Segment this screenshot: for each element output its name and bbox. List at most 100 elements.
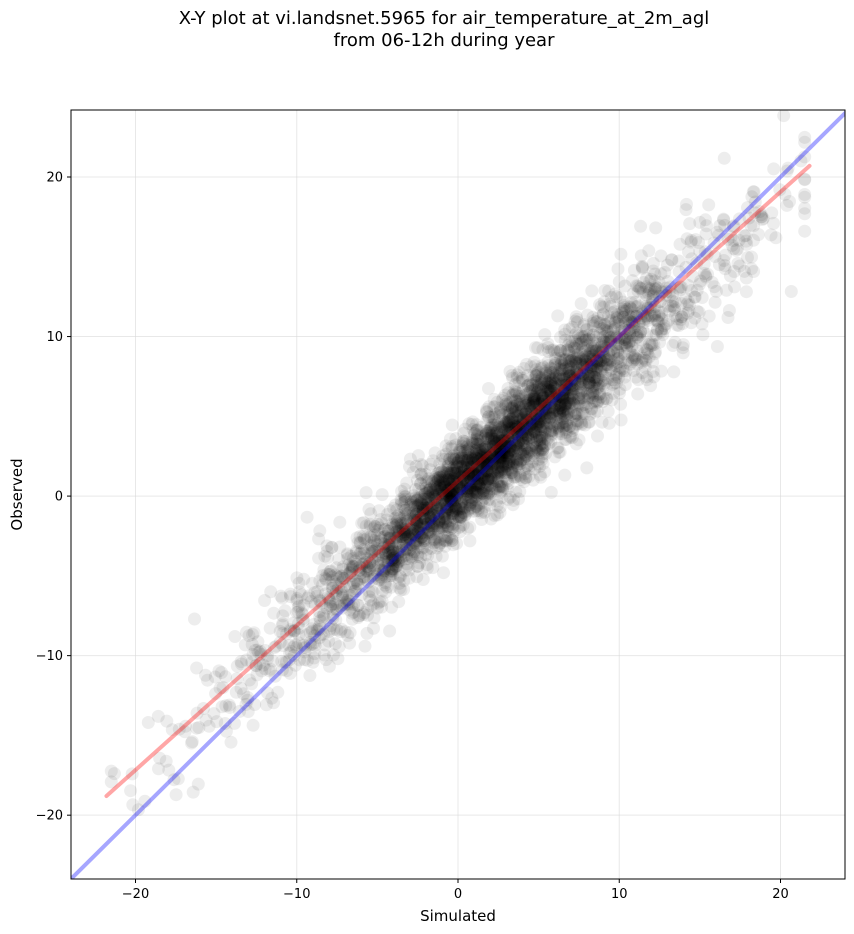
data-point bbox=[438, 497, 452, 511]
data-point bbox=[292, 628, 306, 642]
data-point bbox=[553, 374, 567, 388]
data-point bbox=[564, 382, 578, 396]
data-point bbox=[579, 352, 593, 366]
data-point bbox=[466, 452, 480, 466]
data-point bbox=[519, 414, 533, 428]
data-point bbox=[524, 422, 538, 436]
data-point bbox=[481, 458, 495, 472]
data-point bbox=[419, 548, 433, 562]
data-point bbox=[509, 485, 523, 499]
data-point bbox=[636, 260, 649, 274]
data-point bbox=[442, 460, 456, 474]
data-point bbox=[483, 450, 497, 464]
data-point bbox=[420, 526, 434, 540]
data-point bbox=[502, 430, 516, 444]
x-tick-label: 10 bbox=[611, 887, 628, 902]
data-point bbox=[448, 452, 462, 466]
data-point bbox=[497, 469, 511, 483]
data-point bbox=[322, 659, 336, 673]
data-point bbox=[554, 344, 568, 358]
data-point bbox=[462, 466, 476, 480]
data-point bbox=[501, 420, 515, 434]
data-point bbox=[681, 295, 695, 309]
data-point bbox=[485, 455, 499, 469]
data-point bbox=[510, 419, 523, 433]
data-point bbox=[447, 464, 461, 478]
data-point bbox=[602, 316, 616, 330]
data-point bbox=[700, 247, 714, 261]
data-point bbox=[540, 421, 554, 435]
data-point bbox=[544, 386, 558, 400]
data-point bbox=[494, 446, 508, 460]
data-point bbox=[580, 333, 594, 347]
data-point bbox=[432, 514, 446, 528]
data-point bbox=[693, 277, 707, 291]
data-point bbox=[359, 486, 373, 500]
data-point bbox=[169, 788, 183, 802]
data-point bbox=[392, 576, 406, 590]
data-point bbox=[392, 555, 406, 569]
data-point bbox=[375, 584, 389, 598]
data-point bbox=[428, 479, 442, 493]
data-points bbox=[104, 110, 812, 817]
data-point bbox=[460, 479, 474, 493]
data-point bbox=[489, 494, 503, 508]
data-point bbox=[441, 514, 455, 527]
data-point bbox=[541, 380, 555, 394]
data-point bbox=[767, 162, 781, 176]
data-point bbox=[411, 449, 425, 463]
data-point bbox=[702, 198, 716, 212]
data-point bbox=[446, 507, 460, 521]
data-point bbox=[528, 394, 541, 408]
data-point bbox=[467, 453, 481, 467]
data-point bbox=[723, 269, 737, 283]
data-point bbox=[474, 486, 488, 500]
data-point bbox=[413, 505, 427, 519]
data-point bbox=[586, 319, 600, 333]
data-point bbox=[476, 460, 490, 474]
data-point bbox=[609, 370, 623, 384]
data-point bbox=[374, 563, 388, 577]
data-point bbox=[625, 274, 639, 288]
data-point bbox=[537, 395, 551, 409]
data-point bbox=[777, 110, 791, 123]
data-point bbox=[456, 473, 470, 487]
data-point bbox=[535, 359, 549, 373]
data-point bbox=[358, 533, 371, 547]
data-point bbox=[375, 516, 389, 530]
data-point bbox=[513, 423, 527, 437]
data-point bbox=[274, 589, 288, 603]
data-point bbox=[179, 719, 192, 733]
data-point bbox=[483, 456, 497, 470]
data-point bbox=[490, 469, 504, 483]
data-point bbox=[502, 408, 516, 422]
data-point bbox=[430, 495, 444, 509]
data-point bbox=[311, 585, 324, 599]
data-point bbox=[388, 511, 402, 525]
data-point bbox=[454, 439, 468, 452]
data-point bbox=[528, 425, 542, 439]
data-point bbox=[348, 584, 362, 598]
data-point bbox=[462, 468, 476, 482]
data-point bbox=[548, 396, 562, 410]
data-point bbox=[634, 249, 648, 263]
data-point bbox=[522, 396, 536, 410]
data-point bbox=[458, 500, 472, 514]
data-point bbox=[396, 523, 410, 537]
data-point bbox=[392, 595, 406, 609]
data-point bbox=[508, 384, 522, 398]
data-point bbox=[300, 510, 314, 524]
data-point bbox=[284, 644, 298, 658]
data-point bbox=[497, 445, 511, 459]
data-point bbox=[443, 452, 457, 466]
data-point bbox=[476, 460, 490, 474]
data-point bbox=[480, 449, 494, 463]
data-point bbox=[521, 429, 535, 443]
data-point bbox=[388, 557, 402, 571]
data-point bbox=[370, 527, 384, 541]
data-point bbox=[445, 534, 459, 547]
data-point bbox=[497, 441, 511, 455]
data-point bbox=[469, 447, 483, 461]
data-point bbox=[569, 355, 583, 369]
